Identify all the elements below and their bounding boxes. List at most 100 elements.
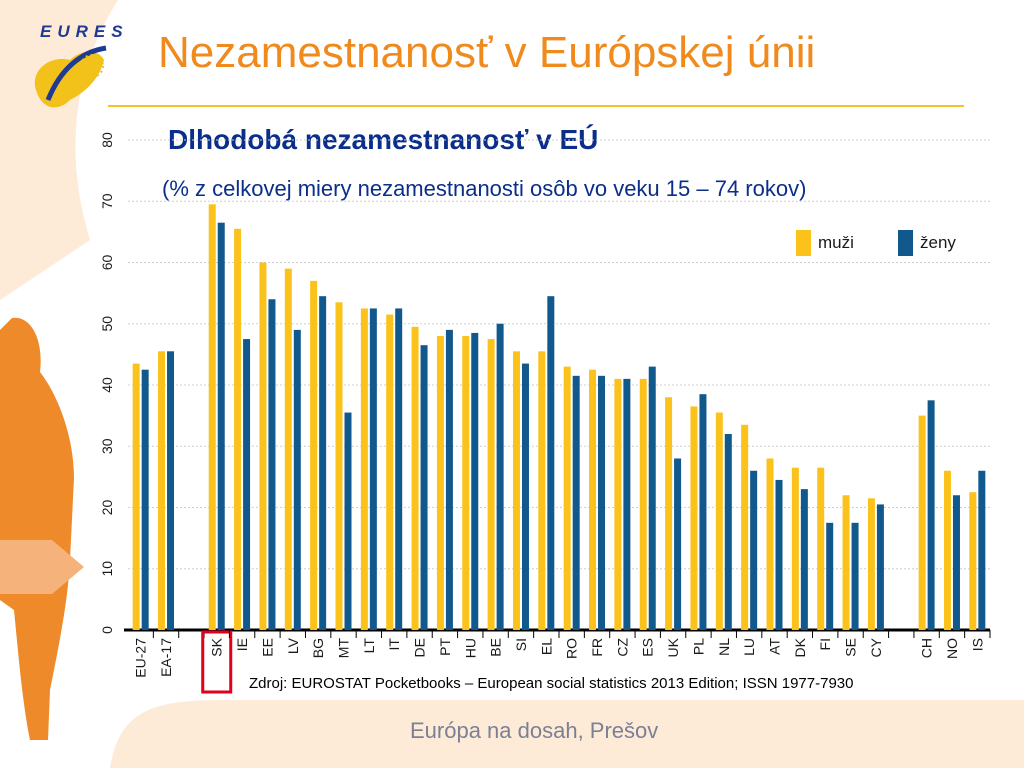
bar-women	[978, 470, 986, 630]
legend-item-men: muži	[796, 230, 854, 256]
y-tick-label: 70	[99, 193, 115, 209]
bar-men	[969, 492, 977, 630]
x-tick-label: DK	[792, 637, 808, 657]
slide-title: Nezamestnanosť v Európskej únii	[158, 28, 816, 77]
source-note: Zdroj: EUROSTAT Pocketbooks – European s…	[249, 675, 854, 692]
bar-men	[943, 470, 951, 630]
x-tick-label: LV	[285, 637, 301, 654]
bar-men	[234, 228, 242, 630]
bar-men	[639, 378, 647, 630]
bar-men	[563, 366, 571, 630]
y-tick-label: 10	[99, 561, 115, 577]
bar-women	[293, 329, 301, 630]
x-tick-label: LT	[361, 638, 377, 654]
x-tick-label: SE	[843, 638, 859, 657]
y-tick-label: 20	[99, 500, 115, 516]
x-tick-label: FR	[589, 638, 605, 657]
x-tick-label: EA-17	[158, 638, 174, 677]
x-tick-label: IS	[969, 638, 985, 651]
x-tick-label: PT	[437, 638, 453, 656]
x-tick-label: LU	[741, 638, 757, 656]
bar-women	[445, 329, 453, 630]
bar-women	[876, 504, 884, 630]
legend-label-women: ženy	[920, 233, 956, 252]
bar-men	[665, 397, 673, 630]
x-tick-label: CZ	[614, 638, 630, 657]
x-tick-label: BE	[488, 638, 504, 657]
bar-women	[496, 323, 504, 630]
bar-women	[775, 479, 783, 630]
bar-men	[918, 415, 926, 630]
legend-label-men: muži	[818, 233, 854, 252]
chart-subtitle: (% z celkovej miery nezamestnanosti osôb…	[162, 176, 807, 201]
y-tick-label: 60	[99, 255, 115, 271]
x-tick-label: SK	[209, 637, 225, 656]
bar-women	[648, 366, 656, 630]
bar-women	[623, 378, 631, 630]
bar-men	[462, 336, 470, 630]
bar-women	[851, 522, 859, 630]
bar-men	[715, 412, 723, 630]
bar-men	[335, 302, 343, 630]
bar-women	[344, 412, 352, 630]
bar-women	[800, 489, 808, 630]
footer-text: Európa na dosah, Prešov	[410, 718, 659, 743]
logo-star-ring	[80, 54, 104, 78]
bar-men	[259, 262, 267, 630]
bar-men	[208, 204, 216, 630]
bar-men	[158, 351, 166, 630]
x-tick-label: BG	[310, 638, 326, 658]
x-tick-label: MT	[336, 638, 352, 659]
bar-men	[817, 467, 825, 630]
y-tick-label: 40	[99, 377, 115, 393]
bar-women	[369, 308, 377, 630]
bar-women	[572, 375, 580, 630]
eures-logo-mark	[34, 45, 107, 108]
bar-men	[690, 406, 698, 630]
bar-women	[952, 495, 960, 630]
bar-men	[132, 363, 140, 630]
x-tick-label: DE	[412, 638, 428, 657]
x-tick-label: NL	[716, 638, 732, 656]
x-tick-label: EE	[259, 638, 275, 657]
bar-men	[284, 268, 292, 630]
arrow-shape	[0, 540, 84, 594]
y-tick-label: 0	[99, 626, 115, 634]
bar-women	[471, 332, 479, 630]
bar-men	[487, 339, 495, 630]
bar-men	[411, 326, 419, 630]
footer-band	[110, 700, 1024, 768]
bar-women	[927, 400, 935, 630]
x-tick-label: IE	[234, 638, 250, 651]
bar-women	[699, 394, 707, 630]
bar-men	[791, 467, 799, 630]
bar-men	[538, 351, 546, 630]
bar-women	[724, 434, 732, 630]
bar-men	[436, 336, 444, 630]
bar-men	[589, 369, 597, 630]
legend-swatch-men	[796, 230, 811, 256]
logo-text: EURES	[40, 22, 129, 41]
chart-title: Dlhodobá nezamestnanosť v EÚ	[168, 124, 599, 155]
bar-men	[842, 495, 850, 630]
y-tick-label: 50	[99, 316, 115, 332]
x-tick-label: HU	[462, 638, 478, 658]
x-tick-label: CY	[868, 637, 884, 657]
bar-women	[598, 375, 606, 630]
x-tick-label: EL	[538, 638, 554, 655]
bar-women	[167, 351, 175, 630]
person-silhouette	[0, 317, 74, 740]
legend-item-women: ženy	[898, 230, 956, 256]
bar-men	[741, 424, 749, 630]
bar-women	[547, 296, 555, 630]
x-tick-label: FI	[817, 638, 833, 650]
corner-swoosh	[0, 0, 118, 300]
x-tick-label: ES	[640, 638, 656, 657]
bar-women	[826, 522, 834, 630]
bar-women	[420, 345, 428, 630]
bar-men	[614, 378, 622, 630]
x-tick-label: IT	[386, 638, 402, 651]
bar-women	[268, 299, 276, 630]
